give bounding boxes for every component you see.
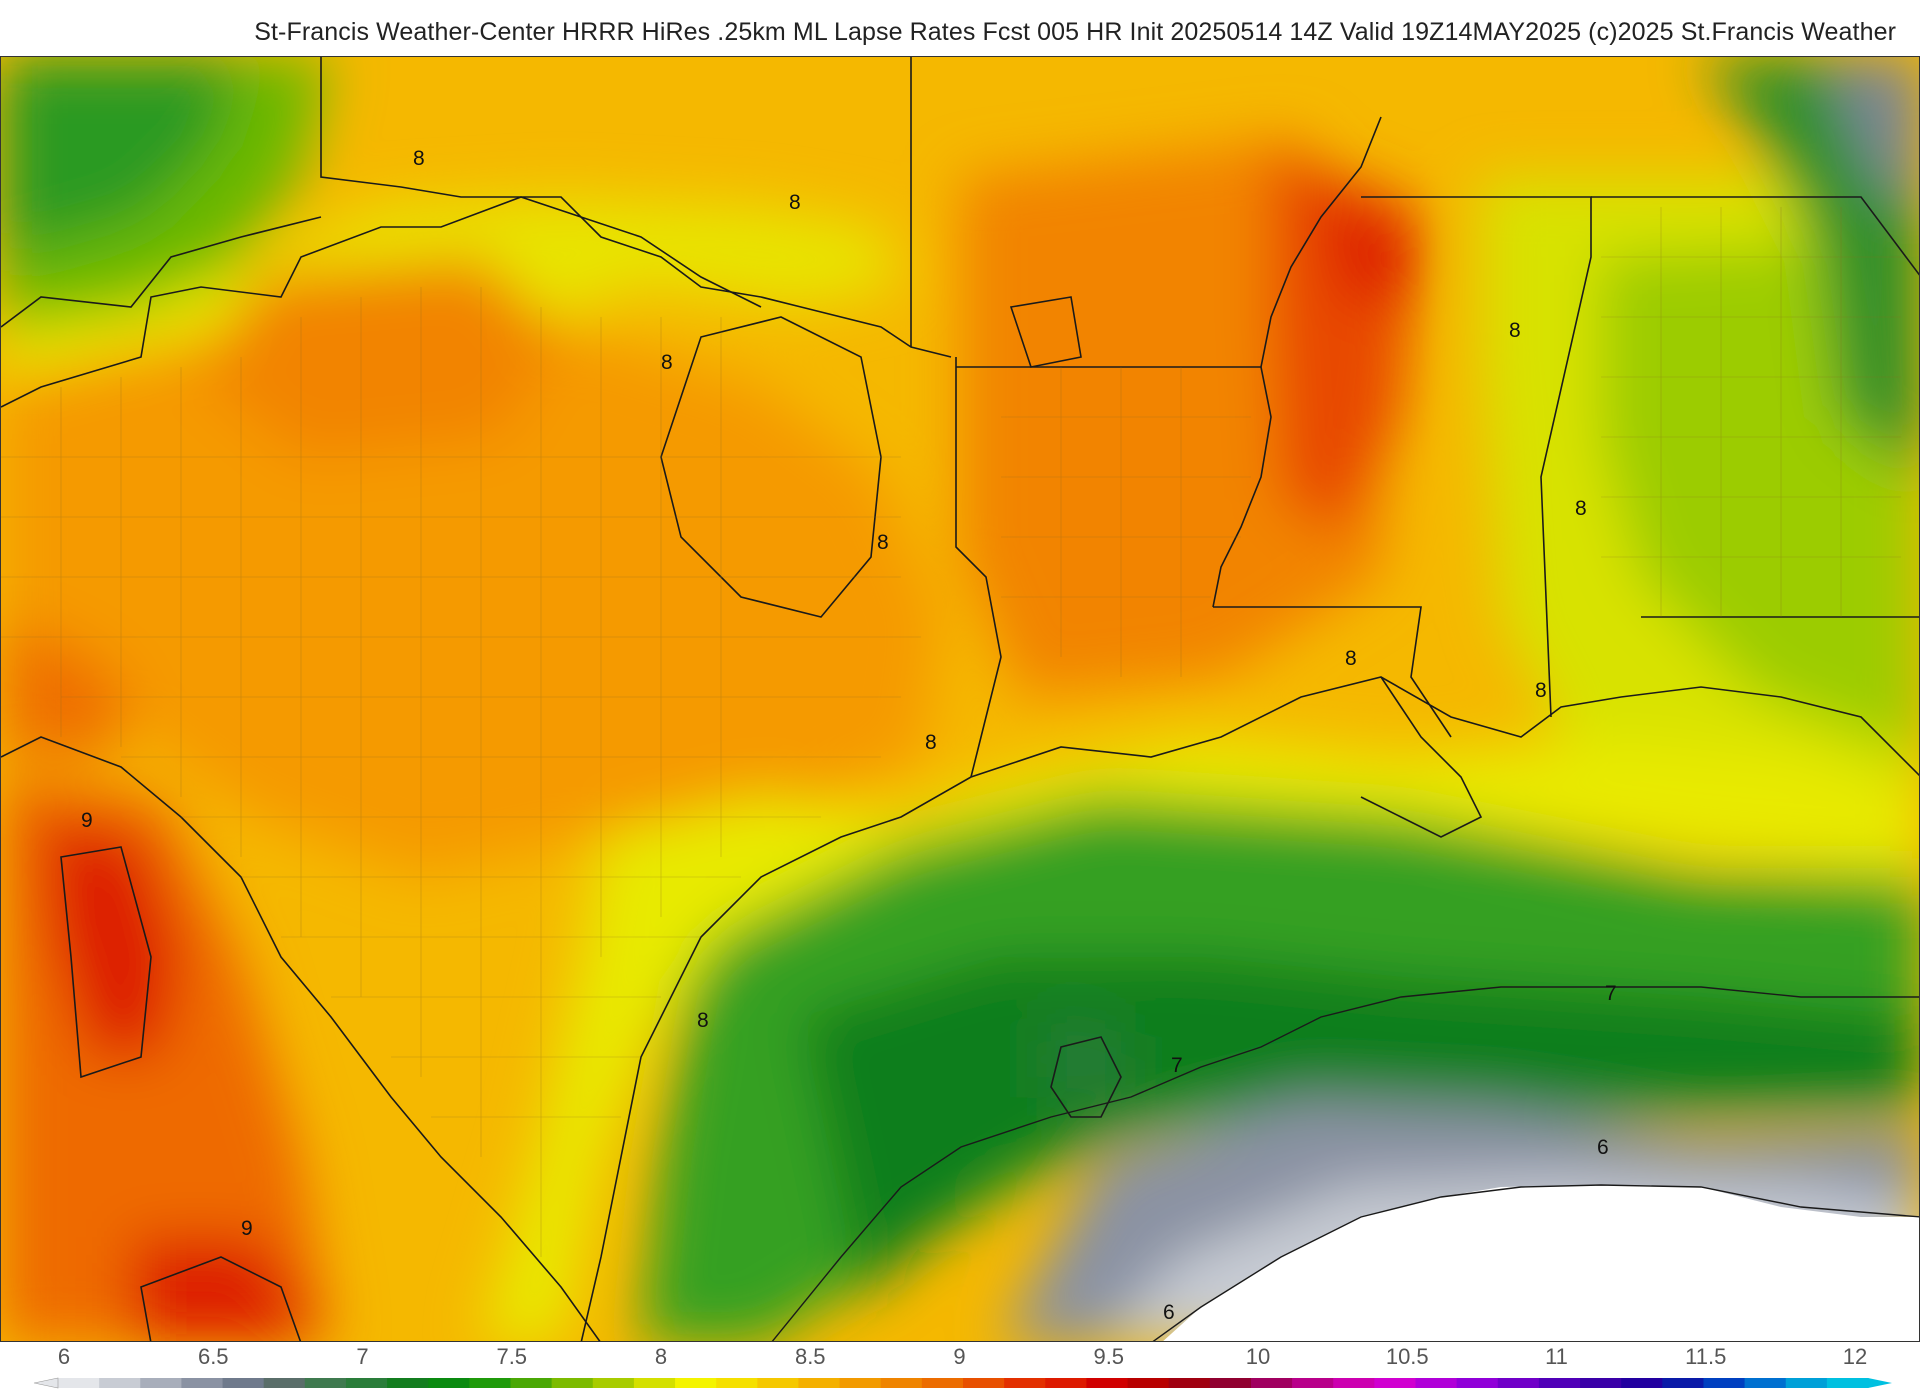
colorbar-swatch [1785,1378,1828,1388]
contour-label: 9 [81,809,93,832]
colorbar-swatch [880,1378,923,1388]
colorbar-tick-label: 6.5 [197,1344,229,1369]
colorbar-swatch [1538,1378,1581,1388]
colorbar-swatch [1621,1378,1663,1388]
colorbar-swatch [921,1378,964,1388]
colorbar-tick-label: 8 [654,1344,668,1369]
colorbar-swatch [1004,1378,1046,1388]
colorbar-max-arrow [1868,1378,1892,1388]
colorbar-swatch [99,1378,141,1388]
contour-label: 8 [413,147,425,170]
colorbar-swatch [675,1378,717,1388]
lapse-rate-map: 8 8 8 8 8 8 8 8 8 9 9 7 7 6 6 8 [1,57,1919,1341]
color-field [1,57,1919,1341]
colorbar-swatch [428,1378,470,1388]
contour-label: 6 [1597,1136,1609,1159]
colorbar-swatch [1127,1378,1170,1388]
colorbar-swatch [1045,1378,1088,1388]
contour-label: 8 [1575,497,1587,520]
colorbar-tick-label: 8.5 [794,1344,826,1369]
colorbar-tick-label: 6 [57,1344,71,1369]
colorbar-swatch [387,1378,429,1388]
colorbar-swatch [140,1378,183,1388]
colorbar-tick-label: 10.5 [1385,1344,1429,1369]
colorbar-swatch [1580,1378,1622,1388]
colorbar-scale [33,1377,1892,1389]
colorbar-swatch [757,1378,800,1388]
colorbar-swatch [1497,1378,1540,1388]
colorbar-swatch [510,1378,553,1388]
isolines [771,986,1919,1341]
colorbar-tick-label: 11 [1545,1344,1568,1369]
colorbar-min-arrow [33,1377,59,1389]
colorbar-tick-label: 7 [356,1344,369,1369]
colorbar-swatch [1250,1378,1293,1388]
contour-label: 9 [241,1217,253,1240]
colorbar-swatch [1209,1378,1252,1388]
colorbar-swatch [1374,1378,1417,1388]
contour-label: 8 [925,731,937,754]
colorbar-swatch [222,1378,265,1388]
colorbar-swatch [1703,1378,1746,1388]
colorbar-swatch [263,1378,306,1388]
colorbar-tick-label: 9 [953,1344,966,1369]
contour-label: 7 [1171,1054,1183,1077]
title-bar: St-Francis Weather-Center HRRR HiRes .25… [0,0,1920,56]
contour-labels: 8 8 8 8 8 8 8 8 8 9 9 7 7 6 6 [81,147,1617,1324]
county-lines [1,207,1901,1257]
contour-label: 8 [1509,319,1521,342]
colorbar-swatch [1744,1378,1787,1388]
colorbar-swatch [963,1378,1005,1388]
colorbar-tick-label: 12 [1842,1344,1868,1369]
colorbar-swatch [798,1378,841,1388]
contour-label: 7 [1605,982,1617,1005]
map-panel: 8 8 8 8 8 8 8 8 8 9 9 7 7 6 6 8 [0,56,1920,1342]
state-boundaries [1,57,1919,1341]
colorbar-swatch [716,1378,758,1388]
colorbar-swatch [839,1378,882,1388]
colorbar-tick-label: 7.5 [496,1344,528,1369]
colorbar-swatch [58,1378,100,1388]
colorbar-swatch [1333,1378,1375,1388]
colorbar-swatch [1292,1378,1334,1388]
colorbar-tick-label: 11.5 [1685,1344,1727,1369]
colorbar-swatch [1826,1378,1869,1388]
colorbar: 6 6.5 7 7.5 8 8.5 9 9.5 10 10.5 11 11.5 12 [0,1342,1920,1400]
colorbar-swatch [551,1378,594,1388]
contour-label: 8 [789,191,801,214]
colorbar-swatch [633,1378,676,1388]
contour-label: 8 [1535,679,1547,702]
colorbar-swatch [1086,1378,1129,1388]
colorbar-swatch [469,1378,512,1388]
colorbar-swatch [1662,1378,1705,1388]
contour-label: 6 [1163,1301,1175,1324]
colorbar-swatch [181,1378,224,1388]
contour-label: 8 [877,531,889,554]
colorbar-swatch [1415,1378,1458,1388]
colorbar-tick-label: 9.5 [1093,1344,1125,1369]
contour-label: 8 [697,1009,709,1032]
colorbar-swatch [1168,1378,1211,1388]
colorbar-swatch [304,1378,347,1388]
colorbar-swatch [592,1378,635,1388]
colorbar-swatch [345,1378,388,1388]
contour-label: 8 [661,351,673,374]
colorbar-swatch [1456,1378,1499,1388]
colorbar-tick-label: 10 [1245,1344,1271,1369]
contour-label: 8 [1345,647,1357,670]
map-title: St-Francis Weather-Center HRRR HiRes .25… [254,18,1896,46]
